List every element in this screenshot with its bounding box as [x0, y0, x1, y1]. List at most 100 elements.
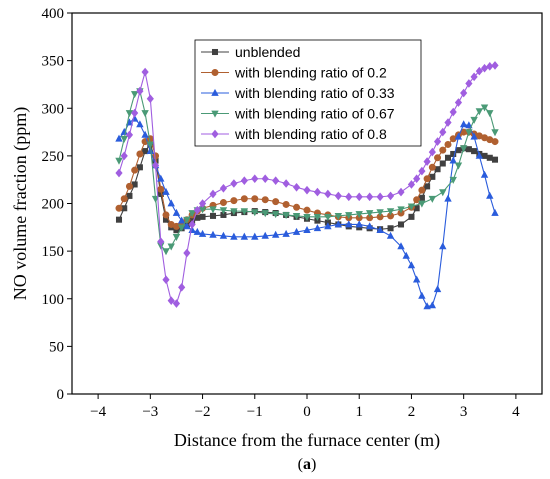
data-point	[209, 206, 217, 214]
data-point	[397, 187, 405, 197]
data-point	[209, 189, 217, 199]
data-point	[209, 212, 217, 219]
data-point	[282, 179, 290, 188]
data-point	[433, 137, 442, 146]
data-point	[198, 199, 207, 208]
data-point	[157, 185, 165, 193]
data-point	[251, 209, 259, 217]
data-point	[141, 130, 149, 138]
data-point	[183, 222, 191, 230]
caption-letter: a	[303, 456, 311, 473]
data-point	[465, 146, 472, 153]
data-point	[397, 206, 405, 214]
data-point	[480, 63, 489, 73]
data-point	[454, 162, 463, 170]
data-point	[131, 108, 139, 118]
data-point	[167, 296, 175, 305]
data-point	[157, 237, 165, 246]
data-point	[240, 176, 248, 185]
data-point	[376, 192, 384, 202]
data-point	[413, 196, 421, 204]
data-point	[444, 118, 452, 127]
data-point	[418, 200, 426, 208]
data-point	[408, 213, 415, 220]
data-point	[454, 98, 463, 107]
data-point	[151, 161, 160, 170]
data-point	[177, 216, 186, 224]
data-point	[251, 174, 259, 184]
data-point	[439, 189, 447, 197]
caption-suffix: )	[311, 456, 316, 473]
legend: unblended with blending ratio of 0.2 with …	[194, 39, 422, 147]
data-point	[261, 196, 269, 204]
legend-marker	[211, 110, 219, 118]
data-point	[365, 210, 374, 218]
data-point	[439, 146, 447, 154]
data-point	[115, 216, 123, 223]
data-point	[491, 208, 499, 216]
data-point	[491, 156, 499, 163]
y-tick-label: 400	[42, 6, 65, 22]
data-point	[434, 154, 442, 162]
data-point	[486, 62, 494, 71]
legend-entry: with blending ratio of 0.33	[201, 85, 395, 101]
data-point	[115, 134, 123, 142]
data-point	[423, 302, 431, 310]
data-point	[313, 213, 322, 221]
data-point	[324, 213, 332, 221]
data-point	[480, 104, 489, 112]
data-point	[167, 243, 175, 251]
data-point	[136, 120, 144, 128]
data-point	[230, 208, 238, 216]
data-point	[407, 180, 416, 189]
data-point	[125, 110, 134, 118]
data-point	[428, 195, 437, 203]
data-point	[240, 208, 249, 216]
data-point	[334, 213, 343, 221]
data-point	[240, 232, 249, 240]
data-point	[407, 203, 416, 211]
data-point	[481, 152, 488, 159]
plot-marks	[115, 61, 499, 310]
data-point	[193, 227, 202, 235]
data-point	[115, 168, 123, 178]
data-point	[251, 232, 259, 240]
x-tick-label: −2	[195, 404, 211, 420]
data-point	[272, 198, 280, 206]
data-point	[454, 132, 463, 140]
legend-marker	[211, 88, 219, 96]
legend-marker	[211, 129, 219, 139]
data-point	[423, 175, 431, 183]
data-point	[444, 140, 452, 148]
data-point	[355, 211, 363, 219]
data-point	[142, 148, 149, 155]
legend-entry: with blending ratio of 0.67	[201, 106, 395, 122]
data-point	[475, 66, 483, 76]
data-point	[386, 191, 395, 201]
data-point	[282, 200, 290, 208]
data-point	[465, 79, 473, 88]
data-point	[146, 146, 155, 154]
data-point	[172, 208, 181, 216]
data-point	[271, 230, 280, 238]
data-point	[449, 176, 457, 184]
data-point	[439, 127, 447, 137]
data-point	[146, 141, 155, 149]
data-point	[418, 166, 426, 176]
data-point	[293, 203, 301, 211]
legend-entry: unblended	[201, 44, 300, 60]
data-point	[386, 231, 395, 239]
data-point	[397, 221, 405, 228]
data-point	[126, 192, 133, 199]
data-point	[292, 213, 301, 221]
data-point	[219, 183, 228, 193]
y-tick-label: 150	[42, 244, 65, 260]
legend-label: unblended	[235, 44, 300, 60]
x-tick-label: −1	[247, 404, 263, 420]
data-point	[303, 226, 311, 234]
data-point	[355, 220, 363, 228]
data-point	[428, 301, 437, 309]
data-point	[130, 91, 139, 99]
x-tick-label: 0	[303, 404, 311, 420]
data-point	[491, 61, 499, 70]
